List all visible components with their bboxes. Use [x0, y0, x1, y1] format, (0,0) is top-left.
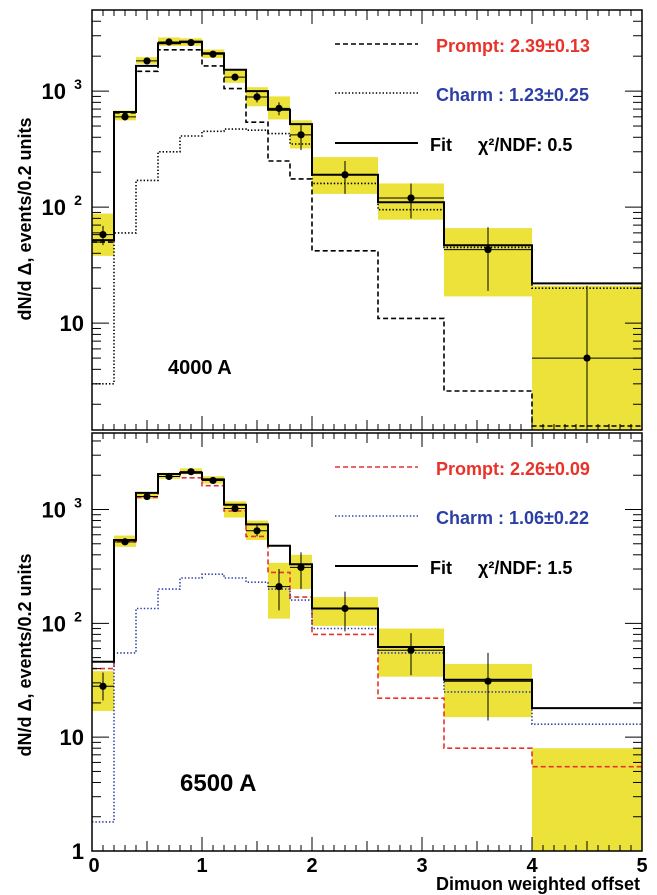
plot-area	[92, 37, 642, 430]
data-point	[275, 104, 283, 112]
data-point	[231, 504, 239, 513]
y-axis-title-bottom: dN/d Δ, events/0.2 units	[15, 554, 35, 757]
data-point	[99, 682, 107, 690]
x-axis-title: Dimuon weighted offset	[436, 874, 640, 894]
data-point	[341, 604, 349, 613]
y-tick-label: 1	[72, 839, 84, 864]
x-tick-label: 3	[416, 855, 427, 877]
data-point	[484, 246, 492, 254]
panel-label: 4000 A	[168, 357, 232, 379]
data-point	[341, 171, 349, 179]
legend-label-prompt: Prompt: 2.26±0.09	[436, 459, 590, 479]
panel-6500a: 1 10 10 2 10 3 Prompt: 2.26±0.09 Charm : 1.06±0…	[42, 432, 643, 864]
x-tick-label: 5	[636, 855, 647, 877]
legend-label-charm: Charm : 1.06±0.22	[436, 508, 589, 528]
data-point	[187, 38, 195, 47]
data-point	[209, 50, 217, 58]
data-point	[407, 194, 415, 202]
y-tick-label: 10	[60, 725, 84, 750]
y-axis-titles: dN/d Δ, events/0.2 units dN/d Δ, events/…	[15, 118, 35, 757]
data-point	[143, 57, 151, 65]
data-point	[99, 230, 107, 239]
panel-4000a: 10 10 2 10 3 Prompt: 2.39±0.13 Charm : 1.23±0.…	[42, 9, 643, 431]
legend-label-fit: Fit	[430, 558, 452, 578]
series-prompt-line	[92, 49, 642, 427]
data-point	[583, 354, 591, 362]
panel-label: 6500 A	[180, 770, 257, 797]
y-axis-title-top: dN/d Δ, events/0.2 units	[15, 118, 35, 321]
data-point	[143, 492, 151, 501]
y-tick-exponent: 3	[74, 76, 82, 92]
data-point	[165, 38, 173, 46]
legend-label-charm: Charm : 1.23±0.25	[436, 85, 589, 105]
legend-chi2-value: χ²/NDF: 1.5	[478, 558, 572, 578]
y-tick-exponent: 2	[74, 192, 82, 208]
data-point	[253, 527, 261, 535]
x-tick-label: 4	[526, 855, 538, 877]
data-point	[121, 113, 129, 121]
data-point	[165, 472, 173, 481]
y-tick-exponent: 3	[74, 495, 82, 511]
series-charm-line	[92, 128, 642, 385]
y-tick-exponent: 2	[74, 608, 82, 624]
legend-chi2-value: χ²/NDF: 0.5	[478, 135, 572, 155]
y-tick-label: 10	[42, 195, 66, 220]
plot-area	[92, 468, 642, 851]
y-tick-label: 10	[60, 311, 84, 336]
legend-label-prompt: Prompt: 2.39±0.13	[436, 36, 590, 56]
data-point	[209, 476, 217, 485]
y-tick-label: 10	[42, 611, 66, 636]
data-point	[231, 73, 239, 81]
x-tick-label: 1	[196, 855, 207, 877]
data-point	[297, 131, 305, 139]
data-point	[275, 583, 283, 591]
legend-label-fit: Fit	[430, 135, 452, 155]
data-point	[187, 468, 195, 476]
x-tick-label: 2	[306, 855, 317, 877]
data-point	[484, 677, 492, 685]
data-point	[407, 646, 415, 654]
uncertainty-band	[532, 748, 642, 851]
y-tick-label: 10	[42, 498, 66, 523]
x-axis-tick-labels: 0 1 2 3 4 5	[88, 855, 647, 877]
data-point	[253, 93, 261, 101]
x-tick-label: 0	[88, 855, 99, 877]
data-point	[121, 538, 129, 546]
data-point	[297, 563, 305, 572]
y-tick-label: 10	[42, 79, 66, 104]
